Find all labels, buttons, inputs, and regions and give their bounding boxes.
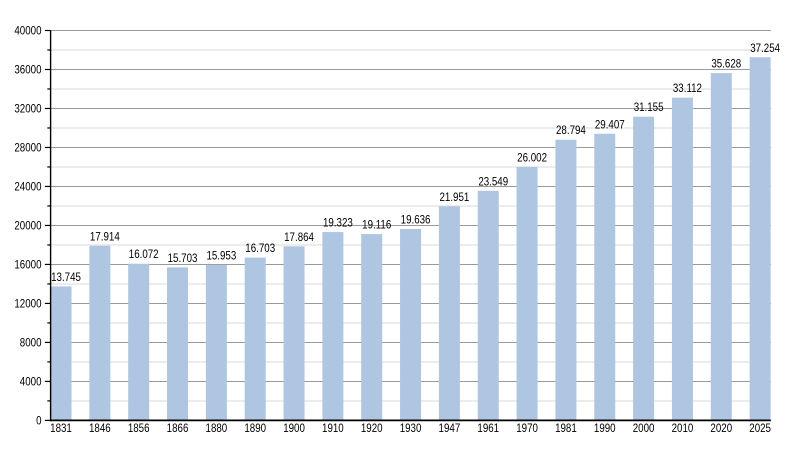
- bar-value-label-1846: 17.914: [90, 230, 120, 243]
- y-tick-label-8000: 8000: [20, 337, 42, 350]
- bar-value-label-1880: 15.953: [206, 250, 236, 263]
- y-tick-label-16000: 16000: [14, 259, 41, 272]
- x-tick-label-1880: 1880: [206, 422, 228, 435]
- bar-1970: [516, 166, 538, 421]
- x-tick-label-1947: 1947: [439, 422, 461, 435]
- x-tick-label-1930: 1930: [400, 422, 422, 435]
- bar-1920: [361, 234, 383, 421]
- x-tick-label-2010: 2010: [672, 422, 694, 435]
- bar-value-label-1947: 21.951: [439, 191, 469, 204]
- bar-2010: [671, 97, 693, 421]
- bar-1856: [128, 263, 150, 421]
- x-tick-label-1961: 1961: [477, 422, 499, 435]
- bar-1866: [167, 267, 189, 421]
- bar-value-label-1910: 19.323: [323, 217, 353, 230]
- bar-value-label-1961: 23.549: [478, 176, 508, 189]
- bar-value-label-2020: 35.628: [711, 58, 741, 71]
- bar-1880: [205, 264, 227, 421]
- bar-1981: [555, 139, 577, 421]
- bar-1990: [594, 133, 616, 421]
- bar-1890: [244, 257, 266, 421]
- x-tick-label-2025: 2025: [749, 422, 771, 435]
- bar-value-label-1866: 15.703: [168, 252, 198, 265]
- x-tick-label-1910: 1910: [322, 422, 344, 435]
- bar-2000: [633, 116, 655, 421]
- bar-value-label-1900: 17.864: [284, 231, 314, 244]
- bar-value-label-1831: 13.745: [51, 271, 81, 284]
- y-tick-label-40000: 40000: [14, 25, 41, 38]
- bar-value-label-1856: 16.072: [129, 248, 159, 261]
- bar-1910: [322, 232, 344, 421]
- y-tick-label-20000: 20000: [14, 220, 41, 233]
- x-tick-label-1900: 1900: [283, 422, 305, 435]
- bar-1961: [477, 190, 499, 421]
- x-tick-label-2000: 2000: [633, 422, 655, 435]
- bar-value-label-1930: 19.636: [401, 214, 431, 227]
- x-tick-label-1981: 1981: [555, 422, 577, 435]
- bar-1900: [283, 246, 305, 421]
- y-tick-label-0: 0: [36, 415, 41, 428]
- x-tick-label-2020: 2020: [710, 422, 732, 435]
- y-tick-label-4000: 4000: [20, 376, 42, 389]
- bar-value-label-1970: 26.002: [517, 152, 547, 165]
- y-tick-label-32000: 32000: [14, 103, 41, 116]
- bar-1930: [400, 228, 422, 421]
- bar-value-label-2000: 31.155: [634, 101, 664, 114]
- y-tick-label-12000: 12000: [14, 298, 41, 311]
- bar-value-label-2010: 33.112: [673, 82, 702, 95]
- bar-2025: [749, 57, 771, 421]
- x-tick-label-1890: 1890: [244, 422, 266, 435]
- y-tick-label-24000: 24000: [14, 181, 41, 194]
- bar-value-label-1990: 29.407: [595, 118, 625, 131]
- bar-1831: [50, 286, 72, 421]
- x-tick-label-1990: 1990: [594, 422, 616, 435]
- bar-2020: [710, 73, 732, 421]
- x-tick-label-1846: 1846: [89, 422, 111, 435]
- bar-1947: [438, 206, 460, 421]
- x-tick-label-1970: 1970: [516, 422, 538, 435]
- y-tick-label-28000: 28000: [14, 142, 41, 155]
- y-tick-label-36000: 36000: [14, 64, 41, 77]
- x-tick-label-1856: 1856: [128, 422, 150, 435]
- bar-1846: [89, 245, 111, 421]
- bar-value-label-1890: 16.703: [245, 242, 275, 255]
- x-tick-label-1920: 1920: [361, 422, 383, 435]
- bar-value-label-2025: 37.254: [750, 42, 780, 55]
- x-tick-label-1831: 1831: [50, 422, 72, 435]
- x-tick-label-1866: 1866: [167, 422, 189, 435]
- bar-value-label-1981: 28.794: [556, 124, 586, 137]
- bar-value-label-1920: 19.116: [362, 219, 391, 232]
